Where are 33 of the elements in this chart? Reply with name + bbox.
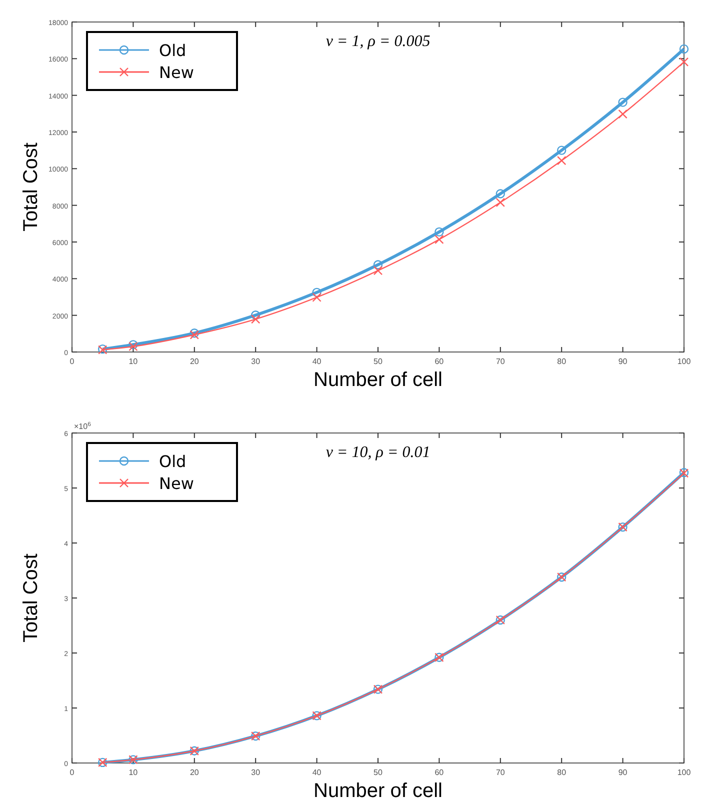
x-tick-label: 80 xyxy=(557,357,567,366)
text: ×10$^{6}$ xyxy=(74,421,92,431)
x-tick-label: 50 xyxy=(374,357,383,366)
x-tick-label: 40 xyxy=(312,768,322,777)
legend-label: Old xyxy=(159,41,186,60)
x-tick-label: 80 xyxy=(557,768,567,777)
x-tick-label: 0 xyxy=(70,768,75,777)
x-tick-label: 50 xyxy=(374,768,383,777)
x-tick-label: 90 xyxy=(618,768,628,777)
x-axis-title: Number of cell xyxy=(314,780,442,802)
x-tick-label: 10 xyxy=(128,357,138,366)
text: ν = 10, ρ = 0.01 xyxy=(326,444,430,461)
x-tick-label: 0 xyxy=(70,357,75,366)
legend-label: Old xyxy=(159,452,186,471)
legend-label: New xyxy=(159,63,194,82)
x-axis-title: Number of cell xyxy=(314,369,442,391)
x-tick-label: 20 xyxy=(190,357,200,366)
text: ν = 1, ρ = 0.005 xyxy=(326,33,430,50)
x-tick-label: 30 xyxy=(251,357,261,366)
x-tick-label: 60 xyxy=(434,768,444,777)
legend-label: New xyxy=(159,474,194,493)
x-tick-label: 20 xyxy=(190,768,200,777)
x-tick-label: 90 xyxy=(618,357,628,366)
x-tick-label: 40 xyxy=(312,357,322,366)
x-tick-label: 10 xyxy=(128,768,138,777)
y-axis-title: Total Cost xyxy=(20,142,42,232)
x-tick-label: 70 xyxy=(496,357,506,366)
x-tick-label: 30 xyxy=(251,768,261,777)
x-tick-label: 60 xyxy=(434,357,444,366)
x-tick-label: 100 xyxy=(677,768,692,777)
y-axis-title: Total Cost xyxy=(20,553,42,642)
x-tick-label: 70 xyxy=(496,768,506,777)
x-tick-label: 100 xyxy=(677,357,692,366)
